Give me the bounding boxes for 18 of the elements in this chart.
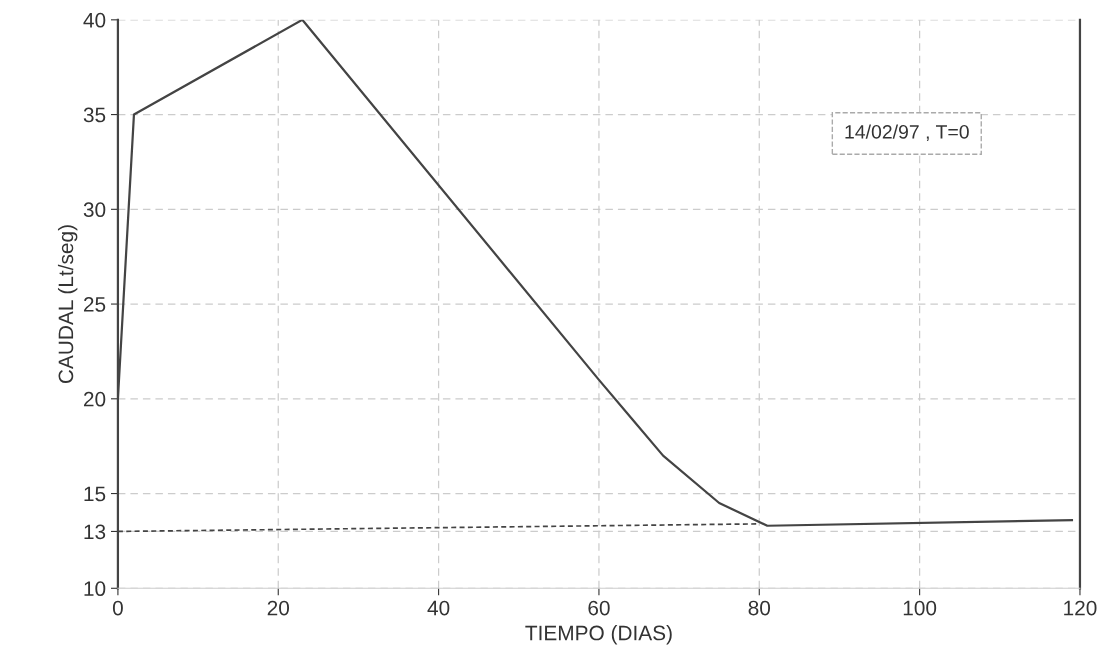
x-tick-label: 20	[267, 600, 290, 616]
y-tick-label: 13	[84, 524, 106, 540]
annotation: 14/02/97 , T=0	[845, 124, 969, 142]
y-tick-label: 40	[83, 12, 106, 28]
y-axis-title: CAUDAL (Lt/seg)	[57, 225, 78, 384]
x-tick-label: 120	[1064, 600, 1097, 616]
y-tick-label: 35	[83, 107, 106, 123]
y-tick-label: 30	[83, 202, 106, 218]
y-tick-label: 25	[83, 297, 106, 312]
x-tick-label: 0	[112, 600, 123, 616]
y-tick-label: 15	[84, 486, 106, 502]
x-axis-title: TIEMPO (DIAS)	[525, 625, 672, 645]
x-tick-label: 80	[748, 600, 771, 616]
x-tick-label: 40	[427, 600, 450, 616]
x-tick-label: 100	[903, 600, 937, 616]
y-tick-label: 20	[83, 391, 106, 407]
x-tick-label: 60	[588, 600, 610, 616]
y-tick-label: 10	[84, 581, 106, 597]
